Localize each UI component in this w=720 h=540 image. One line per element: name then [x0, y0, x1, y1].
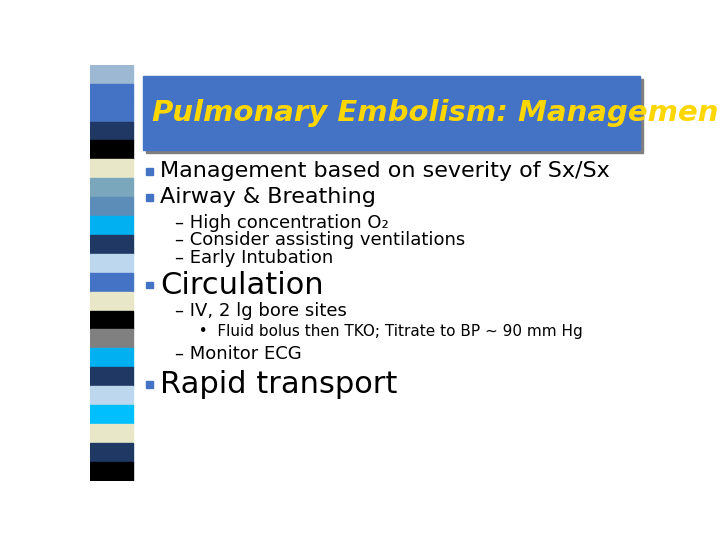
- Bar: [90, 273, 132, 292]
- Text: Circulation: Circulation: [160, 271, 323, 300]
- Bar: [145, 194, 153, 201]
- Bar: [90, 348, 132, 367]
- Bar: [90, 84, 132, 103]
- Bar: [90, 424, 132, 443]
- Text: Pulmonary Embolism: Management: Pulmonary Embolism: Management: [152, 98, 720, 126]
- Bar: [90, 462, 132, 481]
- Bar: [90, 178, 132, 197]
- Bar: [90, 386, 132, 405]
- Text: – IV, 2 lg bore sites: – IV, 2 lg bore sites: [175, 302, 347, 320]
- Bar: [90, 159, 132, 178]
- Text: •  Fluid bolus then TKO; Titrate to BP ~ 90 mm Hg: • Fluid bolus then TKO; Titrate to BP ~ …: [189, 323, 583, 339]
- Bar: [90, 103, 132, 122]
- Bar: [145, 167, 153, 174]
- Text: – High concentration O₂: – High concentration O₂: [175, 214, 389, 232]
- Bar: [90, 443, 132, 462]
- Bar: [90, 235, 132, 254]
- Bar: [90, 292, 132, 310]
- Bar: [145, 79, 644, 153]
- Bar: [90, 140, 132, 159]
- Bar: [90, 65, 132, 84]
- Bar: [90, 310, 132, 329]
- Bar: [90, 122, 132, 140]
- Text: Airway & Breathing: Airway & Breathing: [160, 187, 376, 207]
- Bar: [90, 197, 132, 216]
- Bar: [90, 254, 132, 273]
- Text: Rapid transport: Rapid transport: [160, 370, 397, 399]
- Bar: [90, 367, 132, 386]
- Text: Management based on severity of Sx/Sx: Management based on severity of Sx/Sx: [160, 161, 610, 181]
- Bar: [90, 216, 132, 235]
- Bar: [145, 381, 153, 388]
- Bar: [90, 329, 132, 348]
- Text: – Early Intubation: – Early Intubation: [175, 249, 333, 267]
- Bar: [143, 76, 640, 150]
- Bar: [90, 405, 132, 424]
- Text: – Consider assisting ventilations: – Consider assisting ventilations: [175, 231, 466, 249]
- Bar: [145, 281, 153, 288]
- Text: – Monitor ECG: – Monitor ECG: [175, 345, 302, 362]
